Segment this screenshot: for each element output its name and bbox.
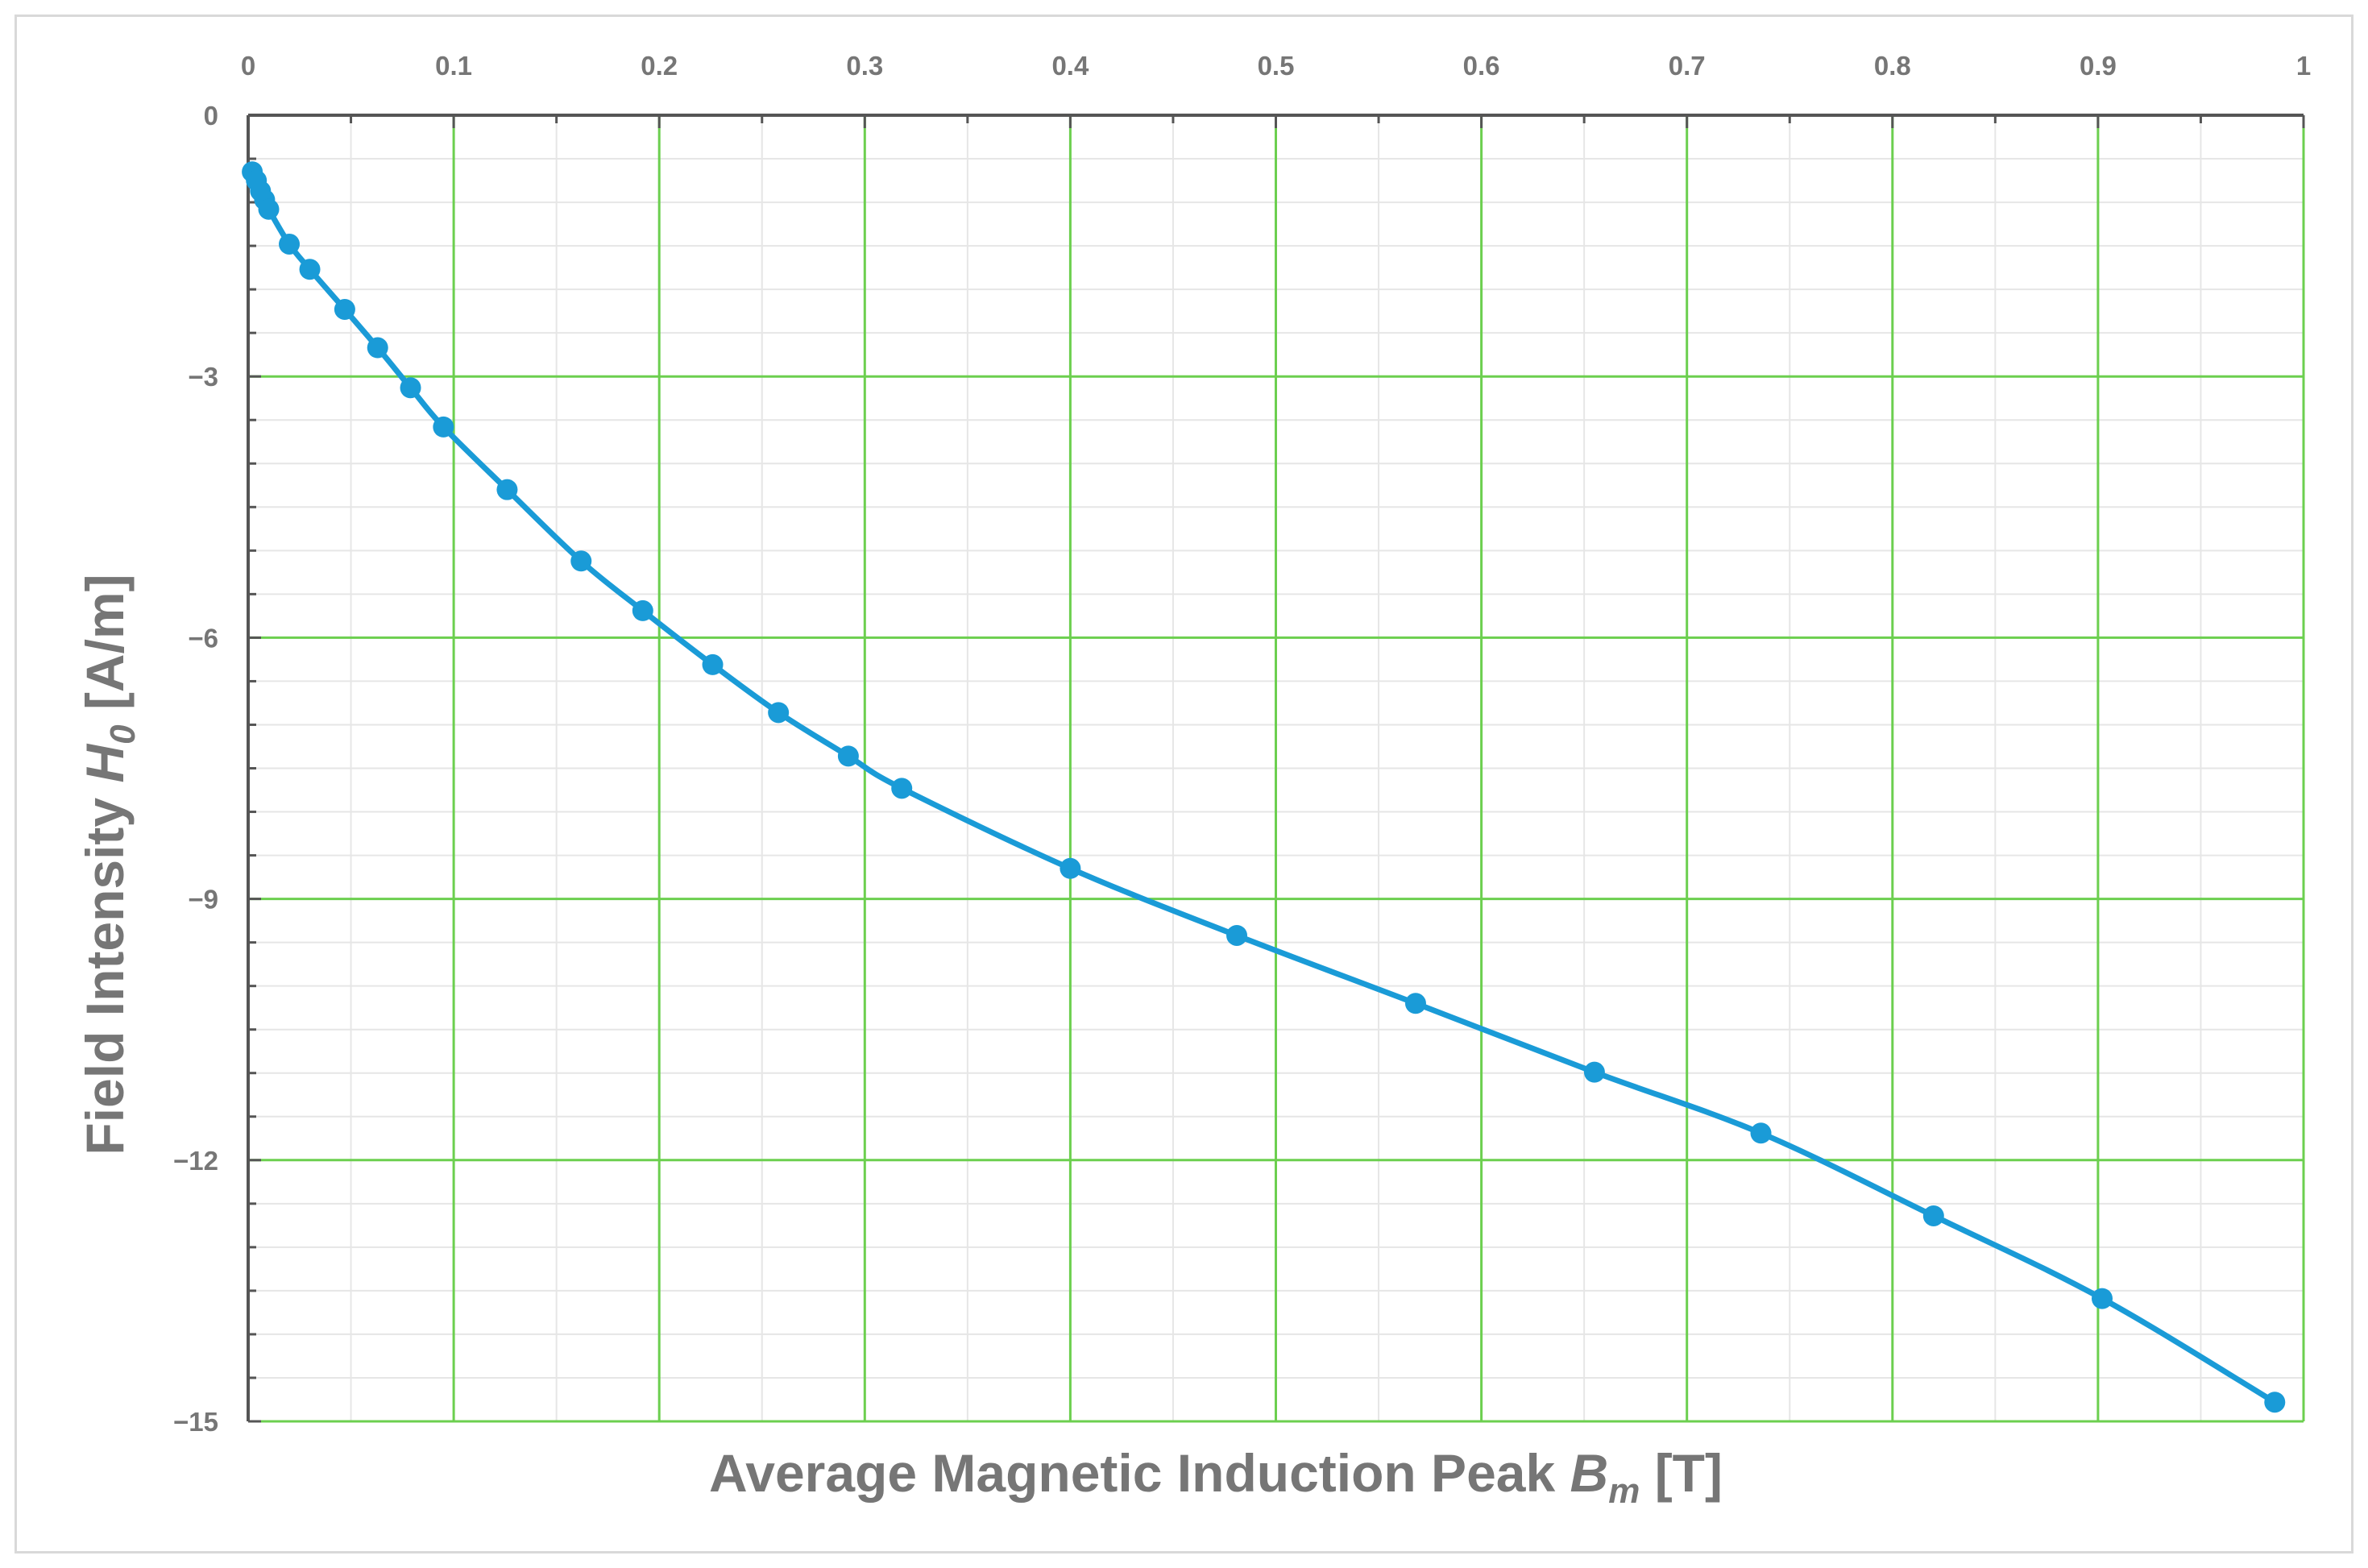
data-point bbox=[632, 599, 653, 621]
x-tick-label: 0.2 bbox=[641, 51, 678, 81]
x-tick-label: 0.9 bbox=[2080, 51, 2117, 81]
data-point bbox=[258, 198, 280, 220]
x-tick-label: 0 bbox=[241, 51, 255, 81]
data-point bbox=[1404, 993, 1426, 1014]
data-point bbox=[1060, 857, 1081, 879]
x-axis-unit: [T] bbox=[1655, 1443, 1723, 1503]
data-point bbox=[702, 653, 724, 675]
data-point bbox=[433, 416, 454, 438]
y-tick-label: −3 bbox=[188, 362, 218, 392]
data-point bbox=[2264, 1392, 2286, 1413]
x-tick-label: 0.5 bbox=[1258, 51, 1295, 81]
y-axis-unit: [A/m] bbox=[75, 574, 135, 710]
series-line bbox=[249, 168, 2278, 1405]
data-point bbox=[570, 550, 592, 572]
y-tick-label: −6 bbox=[188, 623, 218, 653]
major-gridlines bbox=[248, 115, 2305, 1423]
data-point bbox=[400, 377, 421, 399]
y-axis-title: Field Intensity H0 [A/m] bbox=[75, 574, 146, 1155]
x-axis-subscript: m bbox=[1608, 1471, 1640, 1511]
y-tick-label: −12 bbox=[173, 1146, 218, 1176]
data-point bbox=[1583, 1061, 1605, 1083]
series-layer bbox=[242, 161, 2286, 1413]
x-tick-label: 0.6 bbox=[1463, 51, 1500, 81]
x-tick-label: 0.8 bbox=[1874, 51, 1911, 81]
x-tick-label: 0.4 bbox=[1051, 51, 1089, 81]
line-chart: 0 0.1 0.2 0.3 0.4 0.5 0.6 0.7 0.8 0.9 1 0 −3 −6 −9 −12… bbox=[75, 51, 2311, 1514]
y-tick-label: −15 bbox=[173, 1407, 218, 1437]
x-axis-label: Average Magnetic Induction Peak bbox=[709, 1443, 1555, 1503]
axes bbox=[247, 114, 2305, 1423]
x-axis-title: Average Magnetic Induction Peak Bm [T] bbox=[709, 1443, 1723, 1514]
x-tick-label: 0.7 bbox=[1669, 51, 1706, 81]
x-tick-label: 0.1 bbox=[435, 51, 472, 81]
x-axis-symbol: B bbox=[1570, 1443, 1609, 1503]
data-point bbox=[496, 479, 518, 500]
data-point bbox=[334, 298, 355, 320]
data-point bbox=[279, 233, 301, 255]
x-tick-labels: 0 0.1 0.2 0.3 0.4 0.5 0.6 0.7 0.8 0.9 1 bbox=[241, 51, 2311, 81]
data-point bbox=[768, 702, 790, 724]
chart-frame: 0 0.1 0.2 0.3 0.4 0.5 0.6 0.7 0.8 0.9 1 0 −3 −6 −9 −12… bbox=[15, 15, 2353, 1553]
data-point bbox=[891, 778, 913, 799]
y-axis-label: Field Intensity bbox=[75, 798, 135, 1155]
y-tick-label: 0 bbox=[204, 101, 218, 131]
y-tick-label: −9 bbox=[188, 885, 218, 915]
data-point bbox=[837, 745, 859, 767]
data-point bbox=[299, 259, 321, 280]
data-point bbox=[1922, 1205, 1944, 1226]
data-point bbox=[367, 337, 388, 359]
y-axis-subscript: 0 bbox=[103, 724, 143, 745]
data-point bbox=[1750, 1122, 1772, 1144]
y-tick-labels: 0 −3 −6 −9 −12 −15 bbox=[173, 101, 218, 1437]
data-point bbox=[1226, 924, 1248, 946]
y-axis-symbol: H bbox=[75, 744, 135, 783]
data-point bbox=[2092, 1288, 2113, 1309]
x-tick-label: 1 bbox=[2296, 51, 2311, 81]
x-tick-label: 0.3 bbox=[846, 51, 883, 81]
